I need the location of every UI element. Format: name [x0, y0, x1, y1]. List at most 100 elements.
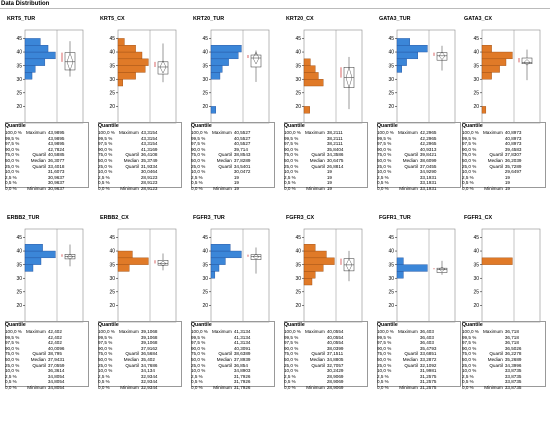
quantile-row: 97,5 % 43,3154: [98, 141, 184, 147]
quantile-heading[interactable]: Quantile: [284, 123, 305, 129]
quantile-percent: 25,0 %: [377, 362, 392, 368]
y-tick-label: 45: [473, 36, 479, 42]
quantile-percent: 0,5 %: [284, 379, 296, 385]
box-mean-diamond: [66, 254, 74, 260]
quantile-row: 90,0 % 40,9313: [377, 147, 463, 153]
quantile-row: 99,5 % 36,403: [377, 335, 463, 341]
quantile-heading[interactable]: Quantile: [5, 123, 26, 129]
quantile-row: 97,5 % 40,0554: [284, 340, 370, 346]
quantile-row: 25,0 % Quartil 26,8814: [284, 164, 370, 170]
quantile-row: 25,0 % Quartil 31,9334: [98, 164, 184, 170]
quantile-value: 36,5684: [140, 351, 158, 357]
quantile-label: Median: [30, 157, 46, 163]
plot-frame: [210, 228, 270, 323]
quantile-percent: 90,0 %: [284, 146, 299, 152]
quantile-percent: 97,5 %: [98, 141, 113, 147]
quantile-percent: 0,5 %: [191, 180, 203, 186]
quantile-row: 10,0 % 29,6497: [462, 169, 548, 175]
quantile-heading[interactable]: Quantile: [191, 123, 212, 129]
y-tick-label: 35: [202, 63, 208, 69]
quantile-heading[interactable]: Quantile: [98, 123, 119, 129]
quantile-heading[interactable]: Quantile: [191, 322, 212, 328]
quantile-row: 0,0 % Minimum 28,9069: [284, 385, 370, 391]
quantile-percent: 90,0 %: [462, 146, 477, 152]
quantile-value: 43,9895: [47, 130, 65, 135]
histogram-bar: [396, 65, 403, 73]
quantile-percent: 75,0 %: [98, 351, 113, 357]
quantile-value: 31,6073: [47, 169, 65, 175]
y-tick-label: 30: [202, 77, 208, 83]
y-tick-label: 30: [473, 77, 479, 83]
plot-frame: [396, 228, 456, 323]
quantile-table: 100,0 % Maximum 40,5527 99,5 % 40,5527 97,5 %…: [191, 130, 277, 192]
quantile-row: 97,5 % 42,2965: [377, 141, 463, 147]
quantile-label: Quartil: [218, 362, 232, 368]
quantile-label: Quartil: [32, 163, 46, 169]
histogram-bar: [303, 257, 335, 265]
distribution-panel: ERBB2_CX 20 25 30 35 40 45 Quantile 100,0 % Maxim…: [98, 211, 184, 401]
histogram-bar: [24, 264, 34, 272]
histogram-chart: KRT20_CX 20 25 30 35 40 45: [286, 16, 363, 124]
quantile-percent: 90,0 %: [462, 345, 477, 351]
quantile-heading[interactable]: Quantile: [98, 322, 119, 328]
quantile-value: 28,9069: [326, 373, 344, 379]
quantile-percent: 100,0 %: [98, 130, 115, 135]
y-tick-label: 40: [202, 249, 208, 255]
y-tick-label: 20: [388, 303, 394, 309]
quantile-row: 2,5 % 19: [284, 175, 370, 181]
quantile-label: Maximum: [397, 329, 418, 334]
quantile-heading[interactable]: Quantile: [462, 123, 483, 129]
panel-title: FGFR1_CX: [464, 215, 493, 221]
quantile-label: Minimum: [306, 384, 325, 390]
quantile-row: 100,0 % Maximum 36,718: [462, 329, 548, 335]
quantile-row: 50,0 % Median 35,2689: [462, 357, 548, 363]
quantile-row: 100,0 % Maximum 41,3134: [191, 329, 277, 335]
histogram-chart: ERBB2_TUR 20 25 30 35 40 45: [7, 215, 84, 323]
quantile-value: 37,9431: [47, 356, 65, 362]
quantile-percent: 25,0 %: [191, 163, 206, 169]
histogram-chart: GATA3_TUR 20 25 30 35 40 45: [379, 16, 456, 124]
y-tick-label: 35: [473, 63, 479, 69]
quantile-value: 35,402: [140, 356, 155, 362]
quantile-percent: 0,0 %: [284, 185, 296, 191]
quantile-label: Maximum: [304, 130, 325, 135]
quantile-value: 32,9344: [140, 384, 158, 390]
y-tick-label: 35: [295, 262, 301, 268]
quantile-row: 97,5 % 36,718: [462, 340, 548, 346]
quantile-row: 25,0 % Quartil 34,7686: [98, 363, 184, 369]
histogram-bar: [117, 79, 124, 87]
quantile-heading[interactable]: Quantile: [462, 322, 483, 328]
quantile-value: 39,1068: [140, 334, 158, 340]
quantile-table: 100,0 % Maximum 43,3154 99,5 % 43,3154 97,5 %…: [98, 130, 184, 192]
histogram-bar: [303, 72, 319, 80]
quantile-label: Median: [487, 356, 503, 362]
quantile-value: 39,1068: [140, 329, 158, 334]
quantile-value: 32,7057: [326, 362, 344, 368]
distribution-panel: FGFR1_CX 20 25 30 35 40 45 Quantile 100,0 % Maxim…: [462, 211, 548, 401]
quantile-percent: 50,0 %: [377, 157, 392, 163]
quantile-percent: 99,5 %: [191, 135, 206, 141]
y-tick-label: 40: [16, 50, 22, 56]
quantile-heading[interactable]: Quantile: [377, 123, 398, 129]
histogram-bar: [481, 58, 507, 66]
quantile-value: 40,5885: [47, 152, 65, 158]
quantile-percent: 100,0 %: [191, 130, 208, 135]
box-mean-diamond: [345, 66, 353, 89]
quantile-label: Quartil: [32, 152, 46, 158]
quantile-heading[interactable]: Quantile: [5, 322, 26, 328]
quantile-row: 0,0 % Minimum 19: [462, 186, 548, 192]
quantile-heading[interactable]: Quantile: [377, 322, 398, 328]
quantile-percent: 75,0 %: [462, 152, 477, 158]
y-tick-label: 25: [109, 290, 115, 296]
quantile-heading[interactable]: Quantile: [284, 322, 305, 328]
quantile-value: 40,8973: [504, 135, 522, 141]
histogram-bar: [117, 72, 136, 80]
quantile-row: 25,0 % Quartil 36,854: [191, 363, 277, 369]
y-tick-label: 35: [388, 63, 394, 69]
quantile-percent: 10,0 %: [191, 368, 206, 374]
distribution-panel: ERBB2_TUR 20 25 30 35 40 45 Quantile 100,0 % Maxi…: [5, 211, 91, 401]
quantile-row: 90,0 % 38,0399: [284, 346, 370, 352]
histogram-bar: [303, 271, 316, 279]
histogram-bar: [210, 106, 217, 114]
quantile-percent: 100,0 %: [5, 329, 22, 334]
